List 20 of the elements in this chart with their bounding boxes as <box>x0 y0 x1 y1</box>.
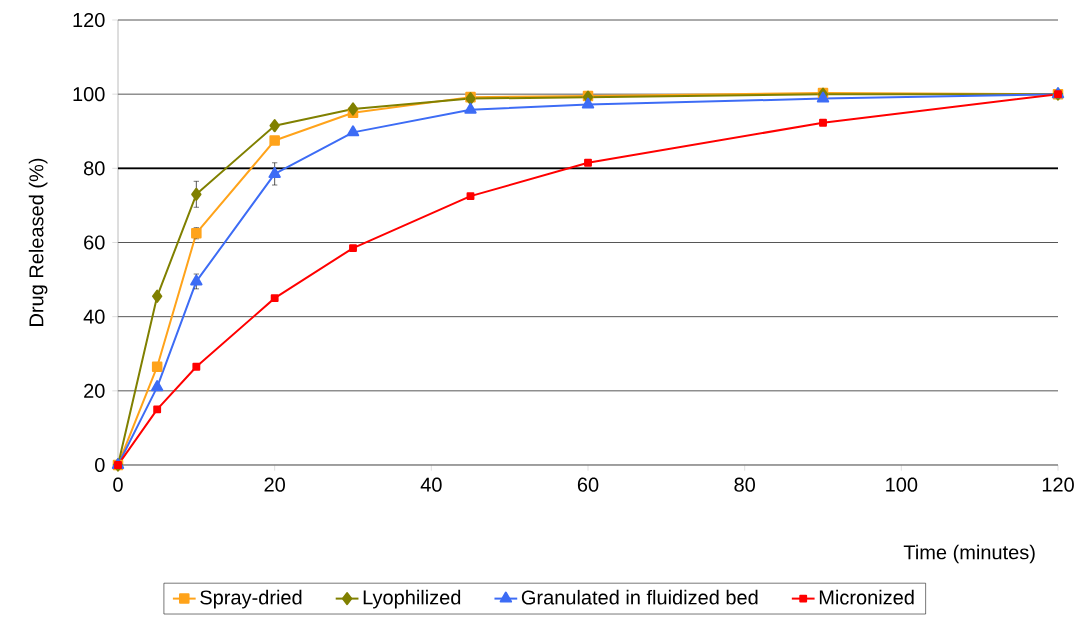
x-tick-label: 40 <box>420 477 442 492</box>
x-tick-label: 80 <box>734 477 755 492</box>
x-tick-label: 20 <box>264 477 285 492</box>
y-tick-label: 40 <box>83 309 105 324</box>
legend-label: Granulated in fluidized bed <box>521 589 758 605</box>
y-tick-label: 120 <box>73 12 105 28</box>
y-tick-label: 0 <box>95 457 105 473</box>
legend-label: Spray-dried <box>200 589 302 609</box>
x-tick-label: 100 <box>886 477 918 492</box>
legend-label: Micronized <box>819 589 914 605</box>
y-tick-label: 60 <box>84 235 105 250</box>
x-tick-label: 120 <box>1042 477 1074 492</box>
y-tick-label: 80 <box>84 161 105 176</box>
y-axis-title: Drug Released (%) <box>28 158 48 326</box>
y-tick-label: 100 <box>73 87 105 102</box>
x-tick-label: 0 <box>113 477 123 492</box>
x-axis-title: Time (minutes) <box>903 544 1035 564</box>
legend-label: Lyophilized <box>363 589 461 609</box>
y-tick-label: 20 <box>84 383 105 398</box>
x-tick-label: 60 <box>577 477 599 492</box>
